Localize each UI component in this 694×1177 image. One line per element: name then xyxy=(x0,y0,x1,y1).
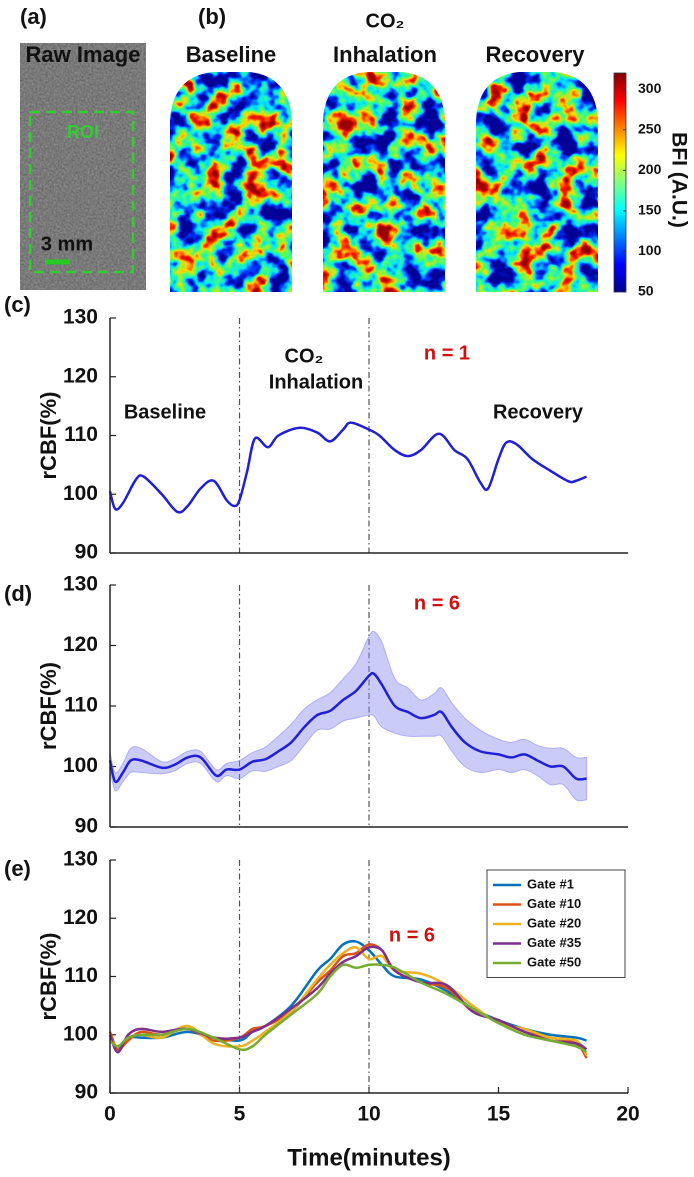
x-tick-label: 10 xyxy=(357,1103,380,1126)
data-line xyxy=(109,963,588,1054)
legend: Gate #1 Gate #10 Gate #20 Gate #35 Gate #50 xyxy=(486,869,626,978)
colorbar-label: BFI (A.U.) xyxy=(667,132,690,228)
y-axis-label: rCBF(%) xyxy=(36,933,61,1021)
panel-label: (e) xyxy=(4,856,31,881)
annotation: n = 6 xyxy=(414,592,460,614)
panel-label: (a) xyxy=(20,4,47,29)
y-tick-label: 110 xyxy=(64,694,98,717)
data-line xyxy=(108,671,587,784)
map-title: Recovery xyxy=(485,42,585,67)
legend-label: Gate #1 xyxy=(527,876,574,891)
roi-box xyxy=(28,110,135,274)
x-axis-label: Time(minutes) xyxy=(287,1144,451,1171)
annotation: n = 6 xyxy=(389,924,435,946)
colorbar-tick-label: 250 xyxy=(638,120,662,136)
y-tick-label: 100 xyxy=(63,482,98,505)
y-tick-label: 130 xyxy=(63,306,98,329)
x-tick-label: 15 xyxy=(487,1103,511,1126)
scale-label: 3 mm xyxy=(41,233,93,255)
panel-label: (c) xyxy=(4,292,31,317)
colorbar xyxy=(613,72,627,293)
annotation: Recovery xyxy=(493,401,584,423)
y-axis-label: rCBF(%) xyxy=(36,662,61,750)
image-title: Raw Image xyxy=(26,42,141,67)
colorbar-tick-label: 150 xyxy=(638,202,662,218)
panel-label: (d) xyxy=(4,581,32,606)
map-title: Inhalation xyxy=(333,42,437,67)
map-title: CO₂ xyxy=(366,10,405,32)
map-image xyxy=(323,72,445,292)
roi-label: ROI xyxy=(67,122,99,142)
y-tick-label: 90 xyxy=(75,541,98,564)
legend-label: Gate #20 xyxy=(527,915,581,930)
raw-image xyxy=(20,43,146,290)
map-image xyxy=(170,72,292,292)
y-tick-label: 120 xyxy=(63,906,98,929)
data-line xyxy=(108,945,588,1054)
y-tick-label: 120 xyxy=(63,364,98,387)
legend-label: Gate #10 xyxy=(527,896,581,911)
data-line xyxy=(108,421,588,514)
colorbar-tick-label: 200 xyxy=(638,161,662,177)
annotation: Baseline xyxy=(124,401,206,423)
bfi-map xyxy=(323,72,445,292)
x-tick-label: 0 xyxy=(104,1103,116,1126)
map-image xyxy=(476,72,598,292)
y-tick-label: 90 xyxy=(75,815,98,838)
y-tick-label: 130 xyxy=(63,848,98,871)
x-tick-label: 20 xyxy=(616,1103,639,1126)
y-tick-label: 130 xyxy=(63,573,98,596)
error-band xyxy=(109,630,588,802)
bfi-map xyxy=(170,72,292,292)
y-tick-label: 100 xyxy=(63,1022,98,1045)
panel-label: (b) xyxy=(198,4,226,29)
colorbar-tick-label: 300 xyxy=(638,80,662,96)
bfi-map xyxy=(476,72,598,292)
colorbar-tick-label: 100 xyxy=(638,242,662,258)
y-tick-label: 120 xyxy=(63,633,98,656)
annotation: Inhalation xyxy=(269,371,363,393)
legend-label: Gate #50 xyxy=(527,954,581,969)
y-tick-label: 100 xyxy=(63,754,98,777)
y-tick-label: 110 xyxy=(64,423,98,446)
x-tick-label: 5 xyxy=(234,1103,246,1126)
y-axis-label: rCBF(%) xyxy=(36,392,61,480)
y-tick-label: 110 xyxy=(64,964,98,987)
annotation: CO₂ xyxy=(285,345,324,367)
legend-label: Gate #35 xyxy=(527,935,581,950)
y-tick-label: 90 xyxy=(75,1081,98,1104)
colorbar-tick-label: 50 xyxy=(638,283,654,299)
map-title: Baseline xyxy=(186,42,277,67)
annotation: n = 1 xyxy=(424,342,470,364)
